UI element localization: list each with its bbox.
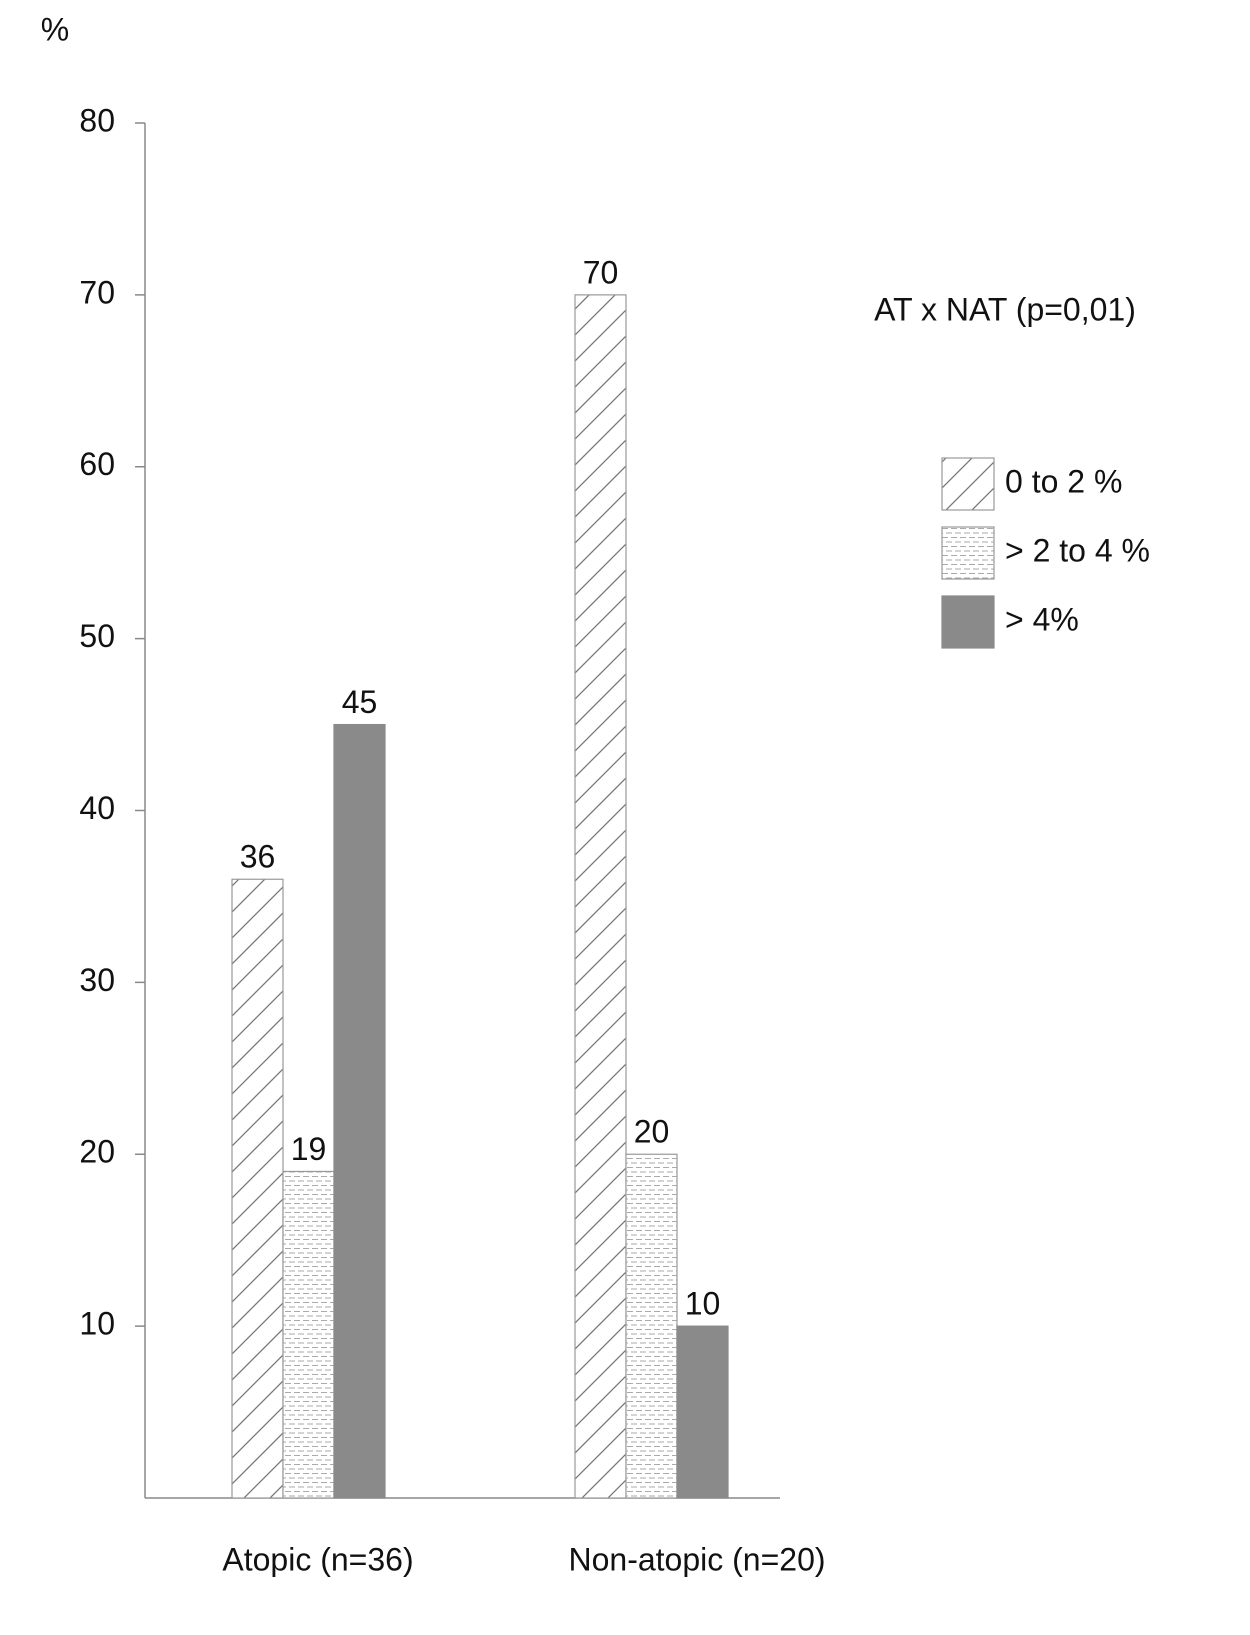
bar bbox=[574, 294, 627, 1499]
y-tick-label: 70 bbox=[79, 274, 115, 310]
bar bbox=[676, 1325, 729, 1499]
legend-label: > 2 to 4 % bbox=[1005, 532, 1150, 568]
y-tick-label: 20 bbox=[79, 1134, 115, 1170]
value-label: 10 bbox=[685, 1286, 721, 1322]
legend-swatch bbox=[941, 457, 995, 511]
bar bbox=[625, 1153, 678, 1499]
annotation: AT x NAT (p=0,01) bbox=[874, 291, 1136, 327]
y-tick-label: 30 bbox=[79, 962, 115, 998]
legend-label: 0 to 2 % bbox=[1005, 463, 1122, 499]
bar bbox=[333, 723, 386, 1499]
legend-label: > 4% bbox=[1005, 601, 1079, 637]
y-tick-label: 50 bbox=[79, 618, 115, 654]
y-tick-label: 40 bbox=[79, 790, 115, 826]
legend-swatch bbox=[941, 595, 995, 649]
y-tick-label: 10 bbox=[79, 1306, 115, 1342]
y-tick-label: 60 bbox=[79, 446, 115, 482]
y-axis-label: % bbox=[41, 11, 69, 47]
value-label: 20 bbox=[634, 1114, 670, 1150]
x-tick-label: Non-atopic (n=20) bbox=[568, 1541, 825, 1577]
legend-swatch bbox=[941, 526, 995, 580]
value-label: 70 bbox=[583, 254, 619, 290]
value-label: 19 bbox=[291, 1131, 327, 1167]
y-tick-label: 80 bbox=[79, 102, 115, 138]
bar bbox=[282, 1170, 335, 1499]
value-label: 36 bbox=[240, 839, 276, 875]
value-label: 45 bbox=[342, 684, 378, 720]
x-tick-label: Atopic (n=36) bbox=[222, 1541, 413, 1577]
bar bbox=[231, 878, 284, 1499]
